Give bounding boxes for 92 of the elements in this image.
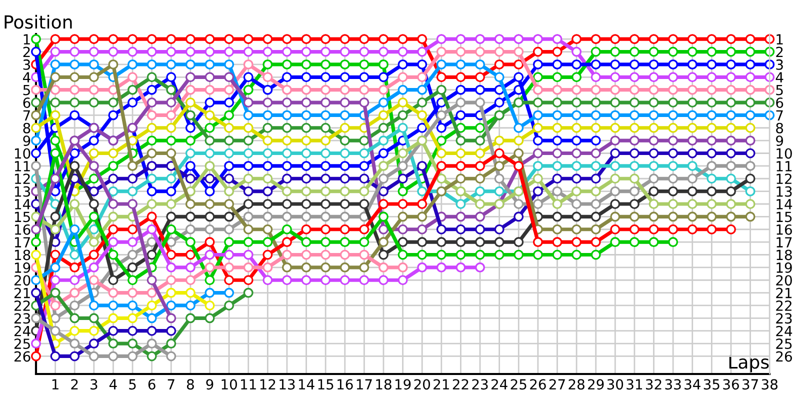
x-axis-title: Laps	[729, 355, 769, 372]
x-tick-label: 18	[376, 379, 392, 390]
y2-tick-label: 11	[776, 161, 792, 172]
x-tick-label: 12	[260, 379, 276, 390]
x-tick-label: 24	[492, 379, 508, 390]
x-tick-label: 38	[762, 379, 778, 390]
x-tick-label: 31	[626, 379, 642, 390]
x-tick-label: 20	[414, 379, 430, 390]
y-tick-label: 24	[14, 326, 30, 336]
y2-tick-label: 16	[776, 224, 792, 235]
y2-tick-label: 21	[776, 288, 792, 298]
y2-tick-label: 26	[776, 351, 792, 362]
y-tick-label: 12	[14, 174, 30, 184]
y-tick-label: 1	[24, 34, 30, 44]
x-tick-label: 4	[109, 379, 117, 390]
y-axis-title: Position	[4, 14, 72, 29]
y2-tick-label: 2	[776, 46, 783, 58]
y2-tick-label: 17	[776, 237, 792, 248]
y2-tick-label: 3	[776, 59, 783, 70]
y-tick-label: 19	[14, 262, 30, 273]
x-tick-label: 33	[665, 379, 681, 390]
y2-tick-label: 12	[776, 174, 792, 184]
x-tick-label: 10	[222, 379, 237, 390]
y2-tick-label: 8	[776, 122, 784, 134]
y-tick-label: 18	[14, 250, 30, 260]
x-tick-label: 8	[186, 379, 194, 390]
x-tick-label: 13	[280, 379, 295, 390]
y2-tick-label: 10	[776, 148, 792, 159]
y-tick-label: 15	[14, 212, 30, 222]
y2-tick-label: 15	[776, 212, 792, 222]
y2-tick-label: 19	[776, 262, 792, 273]
x-tick-label: 27	[549, 379, 565, 390]
y-tick-label: 2	[23, 46, 30, 58]
y2-tick-label: 1	[776, 34, 783, 44]
x-tick-label: 26	[530, 379, 546, 390]
y2-tick-label: 20	[776, 275, 792, 286]
y2-tick-label: 23	[776, 313, 792, 324]
x-tick-label: 32	[646, 379, 662, 390]
y2-tick-label: 4	[776, 72, 784, 82]
x-tick-label: 30	[607, 379, 624, 390]
x-tick-label: 16	[338, 379, 353, 390]
x-tick-label: 6	[148, 379, 156, 390]
x-tick-label: 29	[588, 379, 604, 390]
x-tick-label: 15	[318, 379, 334, 390]
y-tick-label: 23	[14, 313, 30, 324]
y-tick-label: 17	[14, 237, 30, 248]
y2-tick-label: 14	[776, 199, 792, 210]
x-tick-label: 25	[510, 379, 526, 390]
x-tick-label: 21	[434, 379, 449, 390]
x-tick-label: 35	[704, 379, 720, 390]
y-tick-label: 14	[14, 199, 30, 210]
y2-tick-label: 7	[776, 110, 783, 120]
y-tick-label: 20	[14, 275, 30, 286]
y-tick-label: 25	[14, 338, 30, 350]
x-tick-label: 17	[356, 379, 372, 390]
x-tick-label: 14	[298, 379, 314, 390]
x-tick-label: 19	[395, 379, 411, 390]
x-tick-label: 28	[568, 379, 584, 390]
x-tick-label: 9	[206, 379, 214, 390]
y-tick-label: 21	[14, 288, 30, 298]
y-tick-label: 26	[14, 351, 30, 362]
y-tick-label: 16	[14, 224, 30, 235]
x-tick-label: 2	[71, 379, 78, 390]
y-tick-label: 10	[14, 148, 30, 159]
y2-tick-label: 6	[776, 97, 784, 108]
x-tick-label: 3	[90, 379, 98, 390]
y2-tick-label: 24	[776, 326, 792, 336]
y2-tick-label: 5	[776, 84, 783, 96]
y-tick-label: 9	[23, 136, 30, 146]
y-tick-label: 7	[23, 110, 30, 120]
x-tick-label: 37	[742, 379, 758, 390]
y-tick-label: 8	[23, 122, 30, 134]
y-tick-label: 11	[14, 161, 30, 172]
y-tick-label: 13	[14, 186, 30, 197]
y-tick-label: 6	[23, 97, 30, 108]
x-tick-label: 22	[452, 379, 468, 390]
x-tick-label: 36	[723, 379, 739, 390]
x-tick-label: 34	[684, 379, 700, 390]
y2-tick-label: 25	[776, 338, 792, 350]
y-tick-label: 3	[23, 59, 30, 70]
x-tick-label: 1	[52, 379, 58, 390]
y2-tick-label: 13	[776, 186, 792, 197]
y2-tick-label: 18	[776, 250, 792, 260]
x-tick-label: 5	[129, 379, 136, 390]
y-tick-label: 22	[14, 300, 30, 311]
x-tick-label: 7	[168, 379, 174, 390]
y2-tick-label: 9	[776, 136, 784, 146]
y2-tick-label: 22	[776, 300, 792, 311]
y-tick-label: 5	[23, 84, 30, 96]
x-tick-label: 23	[472, 379, 488, 390]
y-tick-label: 4	[22, 72, 30, 82]
x-tick-label: 11	[241, 379, 256, 390]
